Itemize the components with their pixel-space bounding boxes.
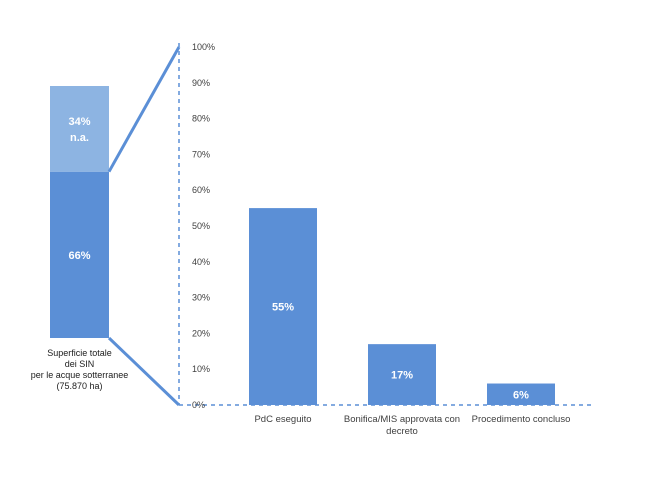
bar-value-label-0: 55% — [272, 302, 294, 314]
stack-label-1: 34% — [68, 116, 90, 128]
y-tick-label-1: 10% — [192, 364, 210, 374]
bar-0 — [249, 208, 317, 405]
stack-label-0: 66% — [68, 250, 90, 262]
y-tick-label-3: 30% — [192, 293, 210, 303]
bar-value-label-2: 6% — [513, 389, 529, 401]
stack-caption-line-0: Superficie totale — [47, 348, 112, 358]
zoom-connector-top — [107, 46, 181, 173]
y-tick-label-6: 60% — [192, 185, 210, 195]
y-tick-label-5: 50% — [192, 221, 210, 231]
y-tick-label-10: 100% — [192, 42, 215, 52]
y-tick-label-7: 70% — [192, 149, 210, 159]
stack-caption-line-3: (75.870 ha) — [56, 381, 102, 391]
y-tick-label-0: 0% — [192, 400, 205, 410]
stack-caption-line-1: dei SIN — [65, 359, 95, 369]
y-tick-label-2: 20% — [192, 328, 210, 338]
x-category-label-0-0: PdC eseguito — [254, 414, 311, 425]
bar-1 — [368, 344, 436, 405]
x-category-label-2-0: Procedimento concluso — [472, 414, 571, 425]
bar-2 — [487, 383, 555, 405]
x-category-label-1-1: decreto — [386, 426, 418, 437]
x-category-label-1-0: Bonifica/MIS approvata con — [344, 414, 460, 425]
y-tick-label-9: 90% — [192, 78, 210, 88]
stack-caption-line-2: per le acque sotterranee — [31, 370, 129, 380]
stack-segment-0 — [50, 171, 109, 338]
y-tick-label-4: 40% — [192, 257, 210, 267]
zoom-connector-bottom — [107, 336, 181, 407]
stack-segment-1 — [50, 86, 109, 172]
bar-value-label-1: 17% — [391, 370, 413, 382]
y-tick-label-8: 80% — [192, 114, 210, 124]
stack-sublabel-1: n.a. — [70, 132, 89, 144]
